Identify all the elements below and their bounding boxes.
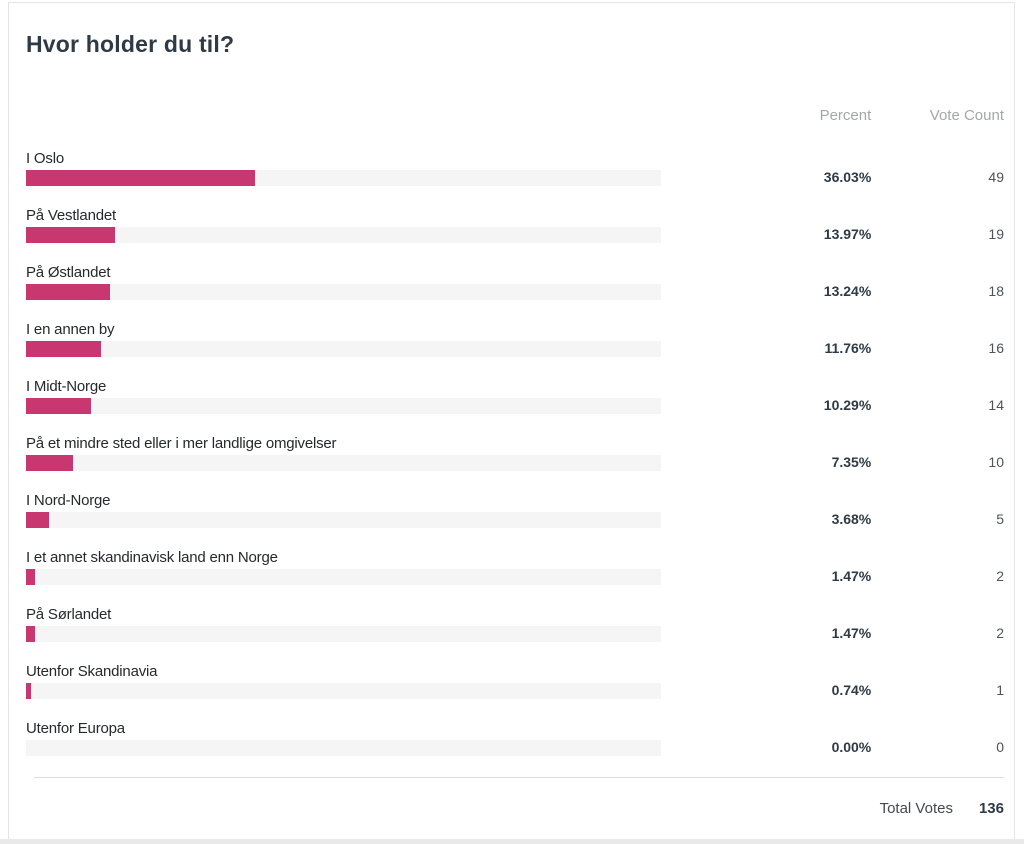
option-label: På et mindre sted eller i mer landlige o…: [26, 435, 337, 452]
poll-option-main: På Sørlandet: [26, 606, 661, 642]
option-bar-track: [26, 284, 661, 300]
option-bar-track: [26, 683, 661, 699]
option-bar-fill: [26, 569, 36, 585]
poll-option-row: I Oslo 36.03% 49: [26, 150, 1004, 186]
option-bar-fill: [26, 227, 115, 243]
option-label: I Oslo: [26, 150, 64, 167]
option-bar-track: [26, 512, 661, 528]
column-headers: Percent Vote Count: [26, 108, 1004, 124]
option-bar-track: [26, 341, 661, 357]
option-percent-value: 7.35%: [831, 454, 872, 470]
option-label: Utenfor Europa: [26, 720, 125, 737]
option-vote-count-value: 10: [988, 454, 1004, 470]
option-percent-value: 3.68%: [831, 511, 872, 527]
option-bar-track: [26, 170, 661, 186]
poll-option-row: I Midt-Norge 10.29% 14: [26, 378, 1004, 414]
option-bar-track: [26, 626, 661, 642]
option-percent-value: 13.24%: [823, 283, 872, 299]
poll-option-main: På Østlandet: [26, 264, 661, 300]
poll-option-main: I Midt-Norge: [26, 378, 661, 414]
poll-option-row: I Nord-Norge 3.68% 5: [26, 492, 1004, 528]
option-percent-value: 13.97%: [823, 226, 872, 242]
poll-rows: I Oslo 36.03% 49 På Vestlandet 13.97% 19…: [26, 150, 1004, 756]
option-bar-fill: [26, 683, 31, 699]
poll-question-title: Hvor holder du til?: [26, 31, 235, 57]
poll-option-row: Utenfor Europa 0.00% 0: [26, 720, 1004, 756]
option-percent-value: 36.03%: [823, 169, 872, 185]
vote-count-column-header: Vote Count: [929, 107, 1004, 124]
poll-option-row: På Vestlandet 13.97% 19: [26, 207, 1004, 243]
poll-results-card: Hvor holder du til? Percent Vote Count I…: [8, 2, 1015, 840]
option-label: På Sørlandet: [26, 606, 112, 623]
poll-option-main: Utenfor Skandinavia: [26, 663, 661, 699]
poll-option-main: På Vestlandet: [26, 207, 661, 243]
option-bar-track: [26, 227, 661, 243]
poll-option-row: På Østlandet 13.24% 18: [26, 264, 1004, 300]
poll-option-row: I et annet skandinavisk land enn Norge 1…: [26, 549, 1004, 585]
option-vote-count-value: 49: [988, 169, 1004, 185]
option-bar-fill: [26, 170, 255, 186]
option-bar-track: [26, 569, 661, 585]
option-label: På Vestlandet: [26, 207, 116, 224]
poll-option-row: På et mindre sted eller i mer landlige o…: [26, 435, 1004, 471]
option-vote-count-value: 5: [996, 511, 1004, 527]
option-percent-value: 0.74%: [831, 682, 872, 698]
option-vote-count-value: 0: [996, 739, 1004, 755]
total-votes-label: Total Votes: [879, 800, 953, 817]
poll-option-row: Utenfor Skandinavia 0.74% 1: [26, 663, 1004, 699]
option-vote-count-value: 14: [988, 397, 1004, 413]
option-bar-track: [26, 398, 661, 414]
option-label: I en annen by: [26, 321, 115, 338]
option-bar-fill: [26, 512, 50, 528]
option-percent-value: 10.29%: [823, 397, 872, 413]
option-bar-fill: [26, 455, 73, 471]
option-bar-track: [26, 740, 661, 756]
poll-option-main: I et annet skandinavisk land enn Norge: [26, 549, 661, 585]
option-vote-count-value: 2: [996, 625, 1004, 641]
poll-option-main: Utenfor Europa: [26, 720, 661, 756]
poll-option-main: I en annen by: [26, 321, 661, 357]
poll-option-row: I en annen by 11.76% 16: [26, 321, 1004, 357]
option-bar-fill: [26, 284, 111, 300]
option-vote-count-value: 2: [996, 568, 1004, 584]
total-votes-row: Total Votes 136: [26, 800, 1004, 817]
option-bar-track: [26, 455, 661, 471]
poll-option-main: I Nord-Norge: [26, 492, 661, 528]
option-label: I Midt-Norge: [26, 378, 107, 395]
page-background-strip: [0, 839, 1024, 844]
option-vote-count-value: 1: [996, 682, 1004, 698]
total-votes-value: 136: [978, 800, 1004, 817]
option-label: I et annet skandinavisk land enn Norge: [26, 549, 278, 566]
option-bar-fill: [26, 341, 101, 357]
poll-option-main: På et mindre sted eller i mer landlige o…: [26, 435, 661, 471]
footer-divider: [34, 777, 1004, 778]
option-label: Utenfor Skandinavia: [26, 663, 158, 680]
poll-option-row: På Sørlandet 1.47% 2: [26, 606, 1004, 642]
option-percent-value: 0.00%: [831, 739, 872, 755]
option-percent-value: 1.47%: [831, 625, 872, 641]
option-vote-count-value: 16: [988, 340, 1004, 356]
option-vote-count-value: 19: [988, 226, 1004, 242]
option-percent-value: 11.76%: [824, 340, 872, 356]
option-percent-value: 1.47%: [831, 568, 872, 584]
option-label: På Østlandet: [26, 264, 111, 281]
option-vote-count-value: 18: [988, 283, 1004, 299]
option-bar-fill: [26, 626, 36, 642]
percent-column-header: Percent: [819, 107, 872, 124]
poll-option-main: I Oslo: [26, 150, 661, 186]
option-label: I Nord-Norge: [26, 492, 111, 509]
option-bar-fill: [26, 398, 92, 414]
